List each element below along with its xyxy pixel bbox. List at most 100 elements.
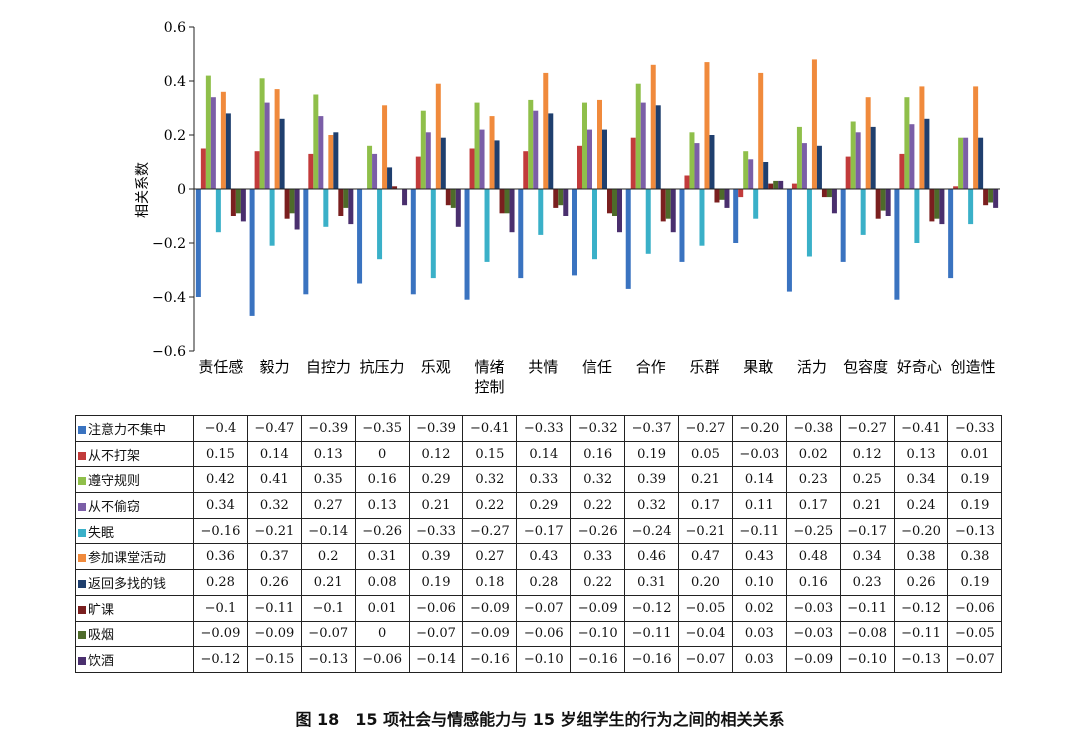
bar [509,189,515,233]
bar [333,132,339,189]
table-cell: 0.32 [246,492,302,519]
bar [660,189,666,222]
x-tick-label: 活力 [797,358,827,376]
table-cell: −0.41 [462,415,518,442]
bar [464,189,470,300]
table-cell: 0.14 [731,466,787,494]
legend-swatch [78,579,86,588]
table-cell: 0.16 [354,466,410,494]
bar [811,59,817,190]
bar [415,156,421,189]
series-name: 从不打架 [88,448,141,464]
table-row: 从不偷窃 0.34 0.32 0.27 0.13 0.21 0.22 0.29 0.22 0.32… [75,492,1003,519]
table-cell: 0.02 [785,440,841,468]
table-cell: −0.39 [300,415,356,442]
x-tick-label: 乐群 [689,358,719,376]
bar [323,189,329,227]
table-cell: 0 [354,440,410,468]
legend-entry: 吸烟 [75,620,194,648]
bar [929,189,935,222]
bar [235,189,241,214]
bar [572,189,577,276]
table-cell: −0.09 [462,620,518,648]
y-tick-label: −0.6 [152,344,186,360]
table-cell: 0.43 [516,543,572,571]
bar [518,189,524,279]
y-axis-ticks: −0.6 −0.4 −0.2 0 0.2 0.4 0.6 [152,20,194,360]
y-tick-label: −0.4 [152,290,186,306]
table-cell: −0.03 [731,440,787,468]
table-cell: 0.36 [193,543,248,571]
table-cell: 0.21 [678,466,733,494]
table-cell: −0.10 [570,620,626,648]
bar [914,189,920,243]
bar [714,189,720,203]
table-cell: −0.26 [570,517,626,545]
table-cell: −0.27 [839,415,895,442]
table-cell: 0.22 [462,492,518,519]
table-cell: −0.10 [516,646,572,673]
bar [264,102,270,189]
table-cell: −0.06 [408,594,464,622]
table-cell: −0.37 [624,415,680,442]
bar-chart: −0.6 −0.4 −0.2 0 0.2 0.4 0.6 责任感 毅力 自控力 抗压力 乐观 情绪控制… [135,20,1000,396]
bar [553,189,559,208]
bar [249,189,255,316]
y-tick-label: 0.2 [164,128,186,144]
bar [909,124,915,189]
table-cell: 0.2 [300,543,356,571]
table-cell: −0.47 [246,415,302,442]
bar [494,140,500,189]
table-cell: −0.12 [193,646,248,673]
table-cell: 0.25 [839,466,895,494]
bar [392,186,398,189]
table-cell: −0.27 [678,415,733,442]
table-cell: −0.07 [678,646,733,673]
table-cell: −0.25 [785,517,841,545]
bar [558,189,564,206]
table-cell: 0.22 [570,492,626,519]
table-cell: 0.08 [354,569,410,596]
table-cell: −0.07 [516,594,572,622]
table-cell: 0.01 [947,440,1003,468]
bar [367,145,373,189]
table-cell: −0.05 [678,594,733,622]
table-cell: 0.26 [246,569,302,596]
bar [919,86,925,189]
table-cell: 0.13 [300,440,356,468]
legend-swatch [78,425,86,434]
bar [679,189,685,262]
legend-swatch [78,451,86,460]
bar [773,180,779,189]
bar [968,189,974,225]
table-cell: −0.09 [246,620,302,648]
table-cell: 0.21 [300,569,356,596]
bar [655,105,661,189]
table-cell: 0.13 [893,440,949,468]
table-cell: 0.21 [839,492,895,519]
bar [469,148,475,189]
bar [279,118,285,189]
bar [904,97,910,189]
y-tick-label: 0.4 [164,74,186,90]
table-cell: −0.21 [678,517,733,545]
table-cell: −0.1 [300,594,356,622]
table-cell: 0.34 [839,543,895,571]
series-name: 失眠 [88,525,115,541]
table-cell: 0.28 [516,569,572,596]
bar [225,113,231,189]
table-row: 从不打架 0.15 0.14 0.13 0 0.12 0.15 0.14 0.16 0.19 0.0… [75,440,1003,468]
bar [948,189,954,279]
bar [372,153,378,189]
y-tick-label: 0 [177,182,186,198]
bar [665,189,671,219]
series-name: 注意力不集中 [88,422,167,438]
bar [592,189,597,260]
table-cell: −0.1 [193,594,248,622]
bar [939,189,945,225]
table-cell: 0.34 [193,492,248,519]
bar [230,189,236,216]
table-cell: −0.05 [947,620,1003,648]
bar [978,137,984,189]
